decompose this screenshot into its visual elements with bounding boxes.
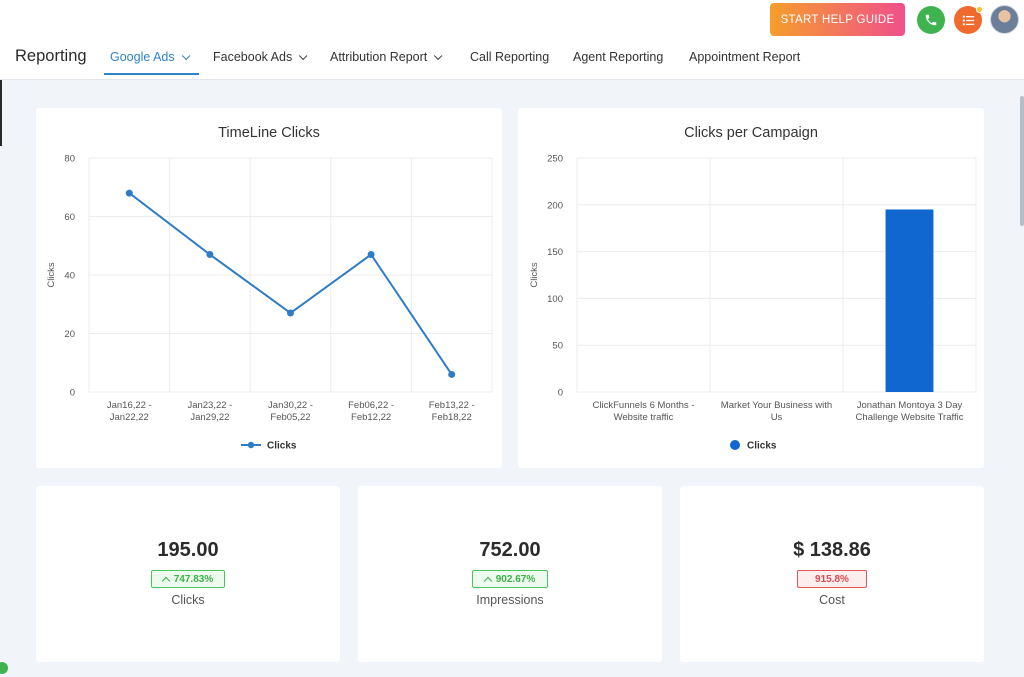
tab-label: Google Ads <box>110 50 175 64</box>
tab-facebook-ads[interactable]: Facebook Ads <box>213 50 308 64</box>
timeline-clicks-chart: 0 20 40 60 80 Clicks Jan16,22 -Jan22,22 Jan23,2… <box>46 154 493 452</box>
notification-dot <box>976 6 983 13</box>
y-tick-label: 0 <box>70 388 75 399</box>
x-tick-label: Jan16,22 - <box>107 400 152 411</box>
clicks-per-campaign-chart: 0 50 100 150 200 250 Clicks ClickFunnels 6 Mont… <box>529 154 977 452</box>
x-tick-label: Feb12,22 <box>351 412 391 423</box>
chevron-down-icon <box>434 51 443 61</box>
stat-card-clicks: 195.00 747.83% Clicks <box>36 486 340 662</box>
phone-button[interactable] <box>917 6 945 34</box>
x-tick-label: Feb05,22 <box>270 412 310 423</box>
timeline-clicks-card: TimeLine Clicks 0 20 40 60 80 Clicks Jan16,22 … <box>36 108 502 468</box>
data-point <box>206 251 214 259</box>
x-tick-label: ClickFunnels 6 Months - <box>593 400 695 411</box>
x-tick-label: Jan29,22 <box>190 412 229 423</box>
y-tick-label: 0 <box>558 388 563 399</box>
stat-value: 195.00 <box>157 539 219 561</box>
x-tick-label: Market Your Business with <box>721 400 832 411</box>
data-point <box>367 251 375 259</box>
stat-change-badge: 915.8% <box>797 570 867 588</box>
notifications-list-button[interactable] <box>954 6 983 34</box>
tab-attribution-report[interactable]: Attribution Report <box>330 50 443 64</box>
phone-icon <box>925 14 937 26</box>
x-tick-label: Jonathan Montoya 3 Day <box>857 400 963 411</box>
chevron-down-icon <box>181 51 191 61</box>
x-tick-label: Feb13,22 - <box>429 400 475 411</box>
stat-label: Impressions <box>476 593 544 607</box>
stat-change-badge: 747.83% <box>151 570 225 588</box>
legend-label: Clicks <box>747 441 777 452</box>
tab-label: Facebook Ads <box>213 50 293 64</box>
scrollbar[interactable] <box>1020 96 1024 226</box>
stat-value: $ 138.86 <box>793 539 871 561</box>
tab-label: Call Reporting <box>470 50 550 64</box>
tab-google-ads[interactable]: Google Ads <box>110 50 191 64</box>
arrow-up-icon <box>483 576 492 585</box>
tab-label: Attribution Report <box>330 50 428 64</box>
x-tick-label: Feb06,22 - <box>348 400 394 411</box>
tab-label: Agent Reporting <box>573 50 664 64</box>
chart-title: TimeLine Clicks <box>218 125 320 141</box>
stat-label: Cost <box>819 593 845 607</box>
chevron-down-icon <box>299 51 308 61</box>
data-point <box>287 309 294 317</box>
stat-change-text: 747.83% <box>173 573 214 585</box>
legend-marker <box>730 440 740 450</box>
chart-title: Clicks per Campaign <box>684 125 818 141</box>
x-tick-label: Jan22,22 <box>110 412 149 423</box>
y-tick-label: 80 <box>64 154 75 165</box>
stat-change-text: 915.8% <box>815 573 849 585</box>
stat-change-text: 902.67% <box>495 573 536 585</box>
legend-marker <box>247 441 255 449</box>
tab-appointment-report[interactable]: Appointment Report <box>689 50 800 64</box>
y-tick-label: 200 <box>547 200 563 211</box>
bar <box>885 209 934 392</box>
x-tick-label: Challenge Website Traffic <box>856 412 964 423</box>
tab-label: Appointment Report <box>689 50 801 64</box>
y-tick-label: 50 <box>552 341 563 352</box>
active-tab-indicator <box>104 73 199 75</box>
chat-widget-dot[interactable] <box>0 662 8 674</box>
y-tick-label: 40 <box>64 271 75 282</box>
stat-change-badge: 902.67% <box>472 570 548 588</box>
y-tick-label: 150 <box>547 247 563 258</box>
tab-agent-reporting[interactable]: Agent Reporting <box>573 50 663 64</box>
data-point <box>125 189 133 197</box>
arrow-up-icon <box>161 576 170 585</box>
x-tick-label: Website traffic <box>614 412 674 423</box>
x-tick-label: Feb18,22 <box>432 412 472 423</box>
x-tick-label: Jan30,22 - <box>268 400 313 411</box>
x-tick-label: Us <box>771 412 783 423</box>
stat-value: 752.00 <box>479 539 541 561</box>
stat-card-impressions: 752.00 902.67% Impressions <box>358 486 662 662</box>
data-point <box>448 370 456 378</box>
y-axis-label: Clicks <box>46 262 57 288</box>
start-help-guide-button[interactable]: START HELP GUIDE <box>770 3 905 36</box>
stat-card-cost: $ 138.86 915.8% Cost <box>680 486 984 662</box>
y-tick-label: 250 <box>547 154 563 165</box>
user-avatar[interactable] <box>990 5 1019 34</box>
y-tick-label: 20 <box>64 329 75 340</box>
stat-label: Clicks <box>171 593 205 607</box>
reporting-nav: Reporting Google Ads Facebook Ads Attrib… <box>0 40 1024 80</box>
legend-label: Clicks <box>267 441 297 452</box>
clicks-per-campaign-card: Clicks per Campaign 0 50 100 150 200 250 Click… <box>518 108 984 468</box>
x-tick-label: Jan23,22 - <box>187 400 232 411</box>
y-tick-label: 60 <box>64 212 75 223</box>
y-axis-label: Clicks <box>529 262 540 288</box>
list-icon <box>962 15 974 25</box>
y-tick-label: 100 <box>547 294 563 305</box>
page-title: Reporting <box>15 47 87 65</box>
series-line-clicks <box>128 192 453 376</box>
tab-call-reporting[interactable]: Call Reporting <box>470 50 549 64</box>
top-bar: START HELP GUIDE <box>0 0 1024 40</box>
left-edge-bar <box>0 80 2 146</box>
